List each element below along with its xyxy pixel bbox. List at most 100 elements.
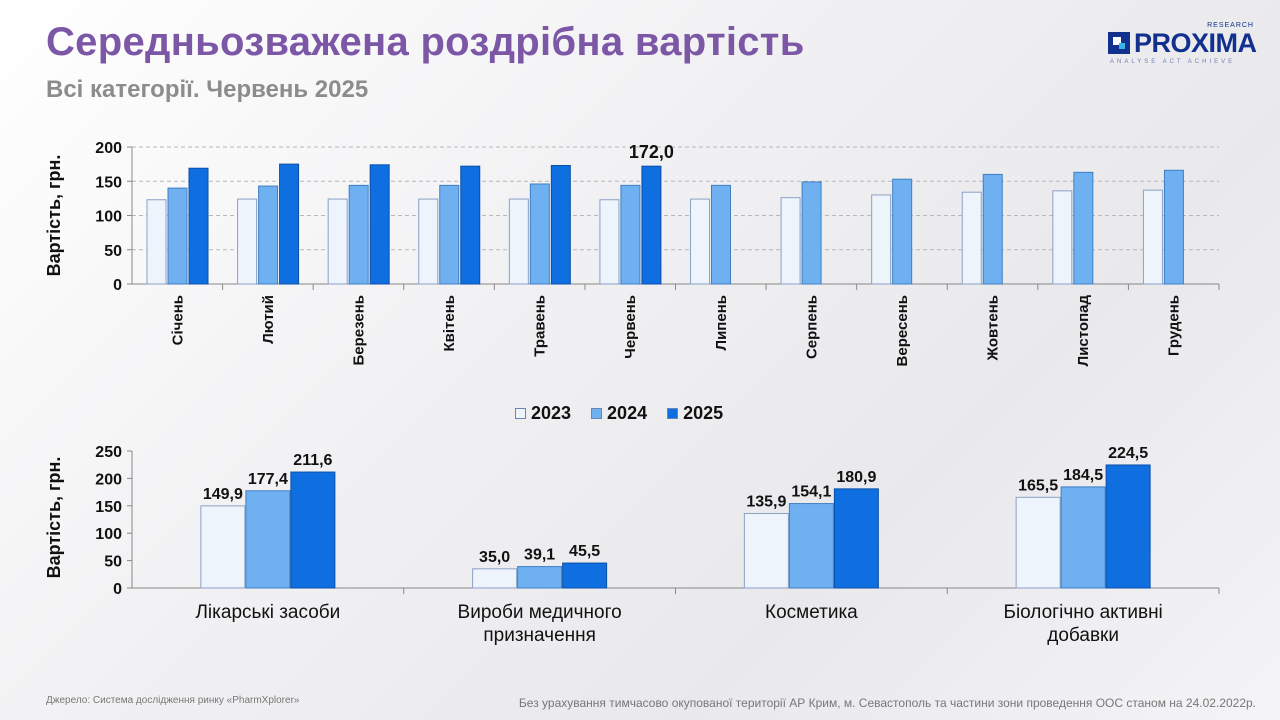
y-tick-label: 100 — [95, 526, 122, 543]
bar-2024 — [1073, 171, 1094, 285]
bar-2023 — [237, 198, 258, 285]
x-tick-label-line: Вироби медичного — [458, 602, 622, 623]
legend-swatch-2023 — [515, 408, 526, 419]
logo-research: RESEARCH — [1207, 22, 1254, 29]
bar-2023 — [743, 513, 789, 589]
data-label: 149,9 — [203, 486, 243, 503]
bar-2023 — [690, 198, 710, 285]
data-label: 35,0 — [479, 549, 510, 566]
bar-2024 — [529, 183, 550, 285]
chart-legend: 2023 2024 2025 — [515, 403, 723, 424]
bar-2025 — [833, 488, 879, 589]
bar-2024 — [348, 184, 369, 285]
y-axis-label: Вартість, грн. — [44, 155, 64, 277]
legend-item-2024: 2024 — [591, 403, 647, 424]
data-label: 135,9 — [746, 494, 786, 511]
legend-swatch-2024 — [591, 408, 603, 419]
bar-2024 — [517, 566, 563, 589]
data-label: 177,4 — [248, 471, 288, 488]
x-tick-label: Липень — [713, 295, 730, 350]
data-label: 224,5 — [1108, 445, 1148, 462]
bar-2023 — [418, 198, 439, 285]
logo-text: PROXIMA — [1134, 28, 1257, 58]
monthly-chart: 0 50 100 150 200 Вартість, грн. Січень Лютий Бер… — [44, 140, 1220, 366]
proxima-logo: PROXIMA RESEARCH ANALYSE ACT ACHIEVE — [1108, 22, 1258, 70]
y-tick-label: 50 — [104, 243, 122, 260]
bar-2025 — [290, 471, 336, 589]
x-tick-label-line: Лікарські засоби — [195, 602, 340, 623]
bar-2023 — [1052, 190, 1073, 285]
x-tick-label: Лютий — [260, 295, 277, 344]
x-tick-label: Квітень — [441, 295, 458, 352]
bar-2024 — [892, 178, 913, 285]
data-label: 172,0 — [629, 142, 674, 162]
legend-label-2023: 2023 — [531, 403, 572, 423]
bar-2024 — [258, 185, 279, 285]
legend-label-2025: 2025 — [683, 403, 724, 423]
x-tick-label: Вересень — [894, 295, 911, 366]
y-tick-label: 250 — [95, 444, 122, 461]
data-label: 45,5 — [569, 543, 600, 560]
page-subtitle: Всі категорії. Червень 2025 — [46, 76, 369, 103]
y-tick-label: 200 — [95, 471, 122, 488]
x-tick-label: Грудень — [1166, 295, 1183, 356]
data-label: 165,5 — [1018, 477, 1058, 494]
bar-2024 — [982, 173, 1003, 285]
bar-2023 — [961, 191, 982, 285]
bar-2023 — [871, 194, 892, 285]
bar-2023 — [1015, 496, 1061, 589]
data-label: 154,1 — [791, 484, 831, 501]
logo-tagline: ANALYSE ACT ACHIEVE — [1110, 59, 1236, 65]
y-tick-label: 100 — [95, 209, 122, 226]
y-tick-label: 150 — [95, 499, 122, 516]
bar-2024 — [620, 184, 641, 285]
y-tick-label: 150 — [95, 174, 122, 191]
bar-2024 — [711, 184, 731, 285]
data-label: 184,5 — [1063, 467, 1103, 484]
bar-2023 — [146, 199, 167, 285]
legend-item-2023: 2023 — [515, 403, 571, 424]
x-tick-label: Березень — [350, 295, 367, 366]
x-tick-label: Жовтень — [985, 295, 1002, 362]
bar-2023 — [472, 568, 518, 589]
bar-2024 — [439, 184, 460, 285]
y-tick-label: 0 — [113, 277, 122, 294]
x-tick-label: Лікарські засоби — [195, 602, 340, 623]
data-label: 39,1 — [524, 547, 555, 564]
bar-2023 — [327, 198, 348, 285]
bar-2025 — [279, 163, 300, 285]
data-label: 211,6 — [293, 452, 332, 469]
page-title: Середньозважена роздрібна вартість — [46, 20, 805, 64]
x-tick-label-line: призначення — [483, 625, 596, 646]
x-tick-label: Січень — [169, 295, 186, 345]
bar-2023 — [780, 197, 801, 285]
bar-2025 — [1105, 464, 1151, 589]
bar-2025 — [550, 164, 571, 285]
bar-2025 — [369, 164, 390, 285]
territory-note: Без урахування тимчасово окупованої тери… — [518, 696, 1256, 710]
x-tick-label: Косметика — [765, 602, 858, 623]
x-tick-label-line: добавки — [1047, 625, 1119, 646]
bar-2023 — [599, 199, 620, 285]
legend-item-2025: 2025 — [667, 403, 723, 424]
data-label: 180,9 — [836, 469, 876, 486]
bar-2024 — [167, 187, 188, 285]
bar-2024 — [801, 181, 822, 285]
y-tick-label: 0 — [113, 581, 122, 598]
proxima-logo-icon — [1108, 32, 1130, 54]
bar-2025 — [188, 167, 209, 285]
source-note: Джерело: Система дослідження ринку «Phar… — [46, 695, 300, 706]
x-tick-label-line: Косметика — [765, 602, 858, 623]
bar-2024 — [1163, 169, 1184, 285]
bar-2023 — [508, 198, 529, 285]
legend-label-2024: 2024 — [607, 403, 648, 423]
x-tick-label-line: Біологічно активні — [1003, 602, 1162, 623]
x-tick-label: Травень — [532, 295, 549, 357]
bar-2025 — [562, 562, 608, 589]
bar-2023 — [200, 505, 246, 589]
bar-2025 — [641, 165, 662, 285]
x-tick-label: Вироби медичного призначення — [458, 602, 622, 646]
x-tick-label: Червень — [622, 295, 639, 359]
y-axis-label: Вартість, грн. — [44, 457, 64, 579]
